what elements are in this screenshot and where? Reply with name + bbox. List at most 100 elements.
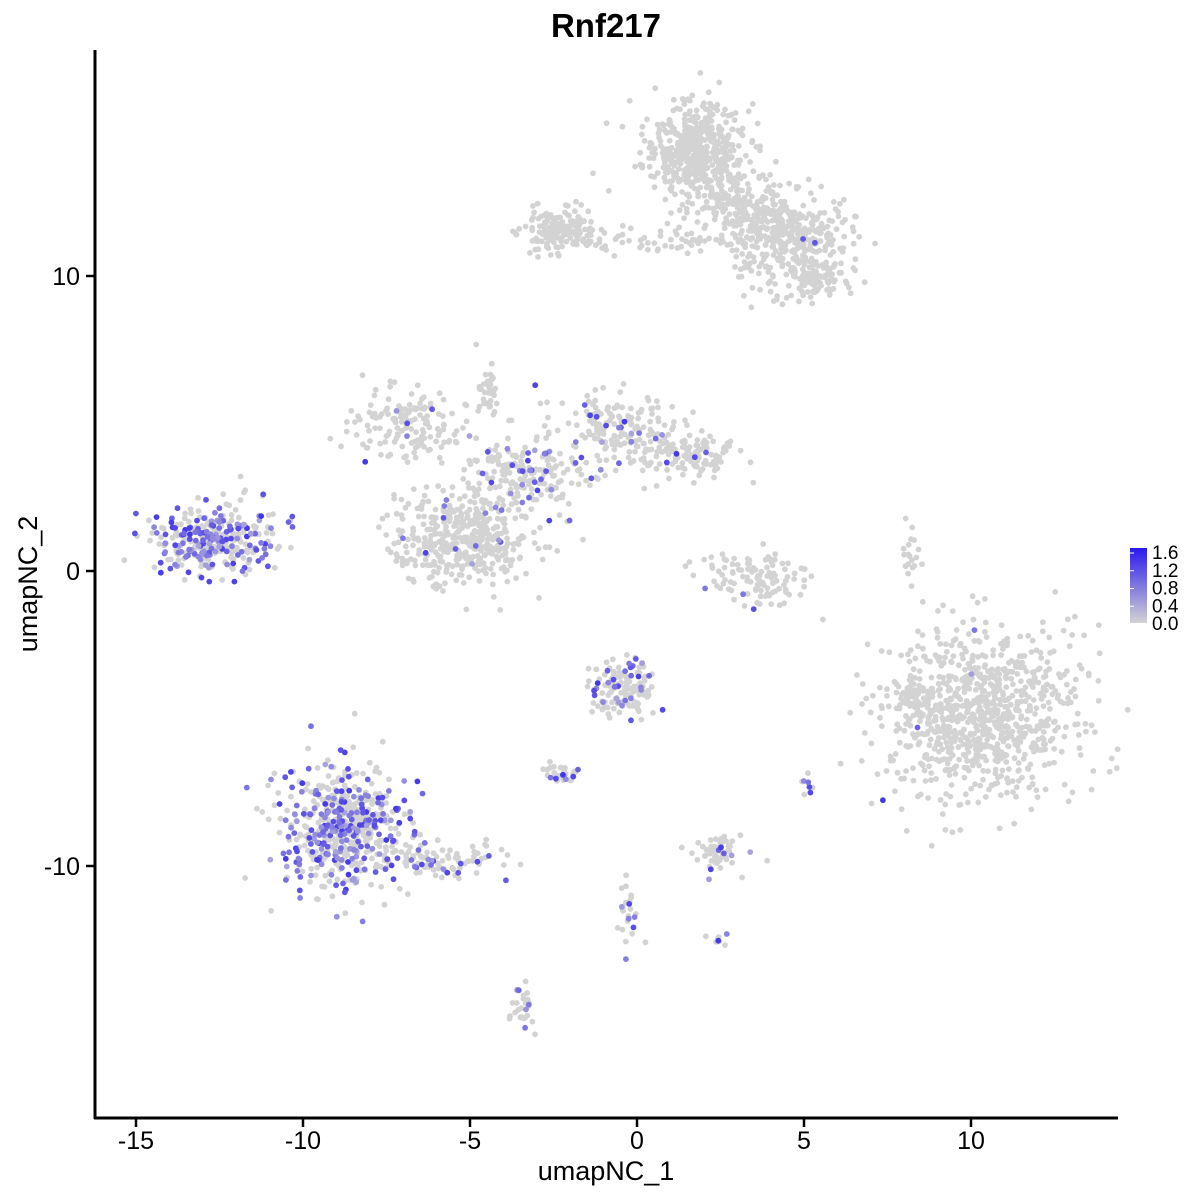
cell-point: [628, 430, 635, 437]
cell-point: [682, 111, 689, 118]
cell-point: [564, 223, 571, 230]
cell-point: [647, 139, 654, 146]
cell-point: [817, 230, 824, 237]
cell-point: [562, 209, 568, 216]
cell-point: [740, 573, 746, 580]
cell-point: [308, 827, 315, 833]
cell-point: [383, 837, 390, 843]
cell-point: [386, 776, 392, 783]
cell-point: [951, 727, 958, 734]
cell-point: [631, 914, 638, 920]
cell-point: [515, 541, 522, 548]
cell-point: [597, 466, 604, 473]
cell-point: [672, 191, 678, 198]
cell-point: [818, 183, 825, 190]
cell-point: [453, 850, 460, 857]
cell-point: [911, 562, 918, 569]
cell-point: [636, 430, 642, 436]
cell-point: [720, 449, 726, 456]
cell-point: [408, 426, 415, 432]
cell-point: [545, 462, 552, 469]
cell-point: [654, 449, 661, 455]
cell-point: [746, 251, 753, 257]
cell-point: [635, 415, 642, 422]
points-layer: [121, 70, 1131, 1038]
cell-point: [268, 776, 274, 783]
cell-point: [503, 543, 510, 550]
cell-point: [683, 191, 690, 198]
cell-point: [587, 232, 594, 239]
cell-point: [650, 430, 656, 437]
cell-point: [515, 506, 522, 513]
cell-point: [243, 784, 250, 791]
cell-point: [1025, 694, 1032, 700]
cell-point: [424, 562, 431, 568]
cell-point: [455, 869, 462, 876]
cell-point: [506, 1015, 513, 1022]
cell-point: [690, 409, 696, 415]
cell-point: [725, 842, 732, 849]
cell-point: [696, 160, 703, 166]
cell-point: [151, 564, 158, 571]
cell-point: [714, 107, 721, 114]
cell-point: [487, 484, 494, 491]
cell-point: [558, 460, 565, 467]
cell-point: [980, 743, 986, 749]
cell-point: [499, 497, 506, 504]
cell-point: [976, 638, 983, 645]
cell-point: [628, 405, 634, 412]
cell-point: [902, 515, 909, 522]
cell-point: [919, 762, 926, 769]
cell-point: [404, 891, 411, 897]
cell-point: [438, 460, 445, 466]
cell-point: [519, 499, 526, 506]
cell-point: [971, 736, 977, 743]
cell-point: [364, 422, 371, 429]
cell-point: [216, 505, 223, 512]
cell-point: [899, 691, 905, 698]
cell-point: [937, 797, 944, 803]
cell-point: [591, 692, 598, 699]
cell-point: [690, 135, 697, 141]
cell-point: [306, 835, 313, 841]
cell-point: [699, 164, 706, 170]
cell-point: [966, 685, 973, 692]
cell-point: [932, 729, 939, 736]
cell-point: [736, 196, 743, 203]
cell-point: [465, 858, 472, 864]
cell-point: [496, 483, 503, 490]
cell-point: [187, 506, 194, 512]
cell-point: [359, 899, 365, 906]
cell-point: [928, 674, 935, 681]
cell-point: [1040, 741, 1047, 748]
cell-point: [942, 801, 949, 808]
cell-point: [1019, 653, 1025, 659]
cell-point: [282, 774, 289, 781]
cell-point: [599, 439, 605, 445]
cell-point: [628, 695, 634, 702]
cell-point: [846, 284, 852, 291]
cell-point: [977, 782, 984, 789]
cell-point: [216, 519, 223, 525]
cell-point: [659, 432, 665, 438]
cell-point: [1108, 755, 1115, 762]
cell-point: [531, 479, 538, 486]
cell-point: [442, 580, 448, 587]
cell-point: [1020, 730, 1027, 737]
cell-point: [716, 129, 723, 135]
cell-point: [489, 581, 496, 588]
cell-point: [982, 662, 989, 668]
cell-point: [289, 513, 296, 520]
cell-point: [438, 874, 445, 881]
cell-point: [1022, 698, 1029, 705]
cell-point: [1000, 723, 1007, 730]
cell-point: [723, 119, 729, 126]
cell-point: [949, 608, 956, 614]
cell-point: [1064, 700, 1071, 707]
cell-point: [411, 557, 418, 564]
cell-point: [898, 806, 905, 813]
legend-break-label: 1.2: [1152, 561, 1178, 582]
cell-point: [694, 114, 701, 121]
cell-point: [431, 519, 437, 526]
